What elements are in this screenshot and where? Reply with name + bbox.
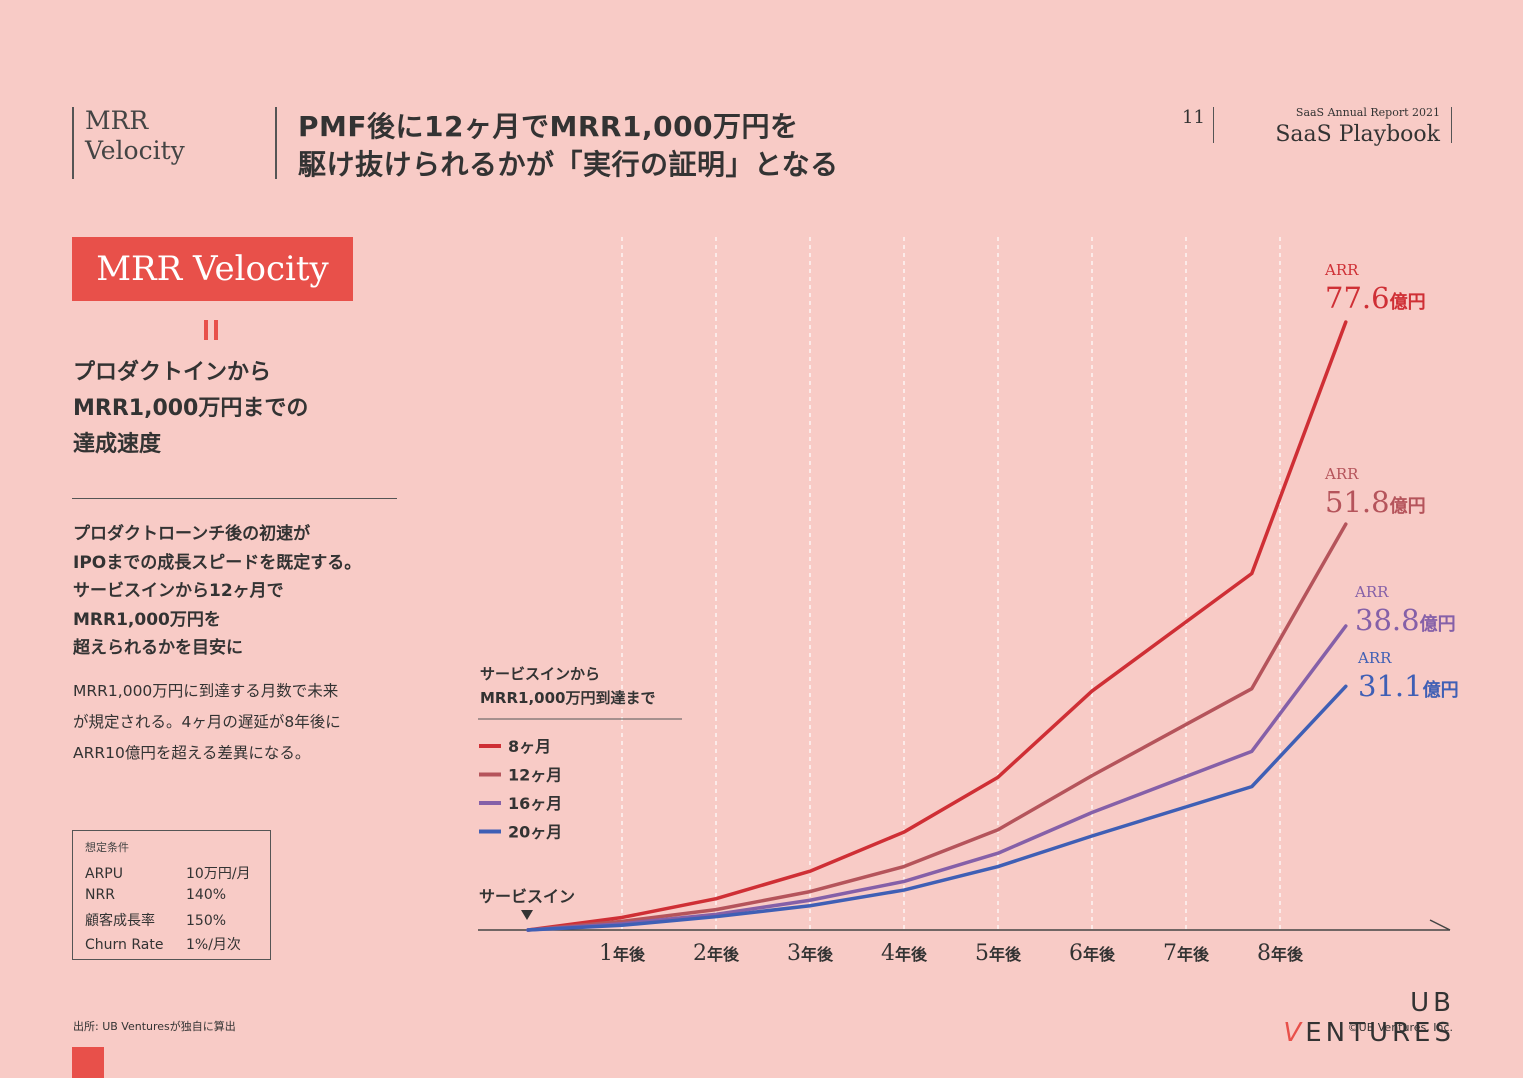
x-tick-label: 1年後 xyxy=(599,941,646,966)
section-label-line2: Velocity xyxy=(85,136,185,165)
header-rule-right xyxy=(1451,107,1452,143)
body-line: ARR10億円を超える差異になる。 xyxy=(73,744,311,762)
assumption-row: Churn Rate 1%/月次 xyxy=(85,934,241,954)
legend-label: 12ヶ月 xyxy=(508,766,562,785)
x-tick-label: 6年後 xyxy=(1069,941,1116,966)
end-label-prefix: ARR xyxy=(1324,261,1359,279)
lead-line: サービスインから12ヶ月で xyxy=(73,581,284,601)
assumption-value: 140% xyxy=(186,887,227,903)
legend-label: 8ヶ月 xyxy=(508,737,551,756)
assumptions-title: 想定条件 xyxy=(85,841,129,854)
assumption-label: Churn Rate xyxy=(85,937,164,953)
body-line: MRR1,000万円に到達する月数で未来 xyxy=(73,682,339,700)
brand-v: V xyxy=(1283,1018,1306,1048)
page-number: 11 xyxy=(1182,107,1205,128)
brand-suffix: ENTURES xyxy=(1305,1018,1455,1048)
header-rule-page xyxy=(1213,107,1214,143)
brand-prefix: UB xyxy=(1410,988,1455,1018)
report-subtitle: SaaS Playbook xyxy=(1275,122,1440,147)
end-label-value: 51.8億円 xyxy=(1325,485,1426,519)
page-title-line2: 駆け抜けられるかが「実行の証明」となる xyxy=(298,148,839,181)
section-label: MRR Velocity xyxy=(85,106,185,166)
assumption-label: ARPU xyxy=(85,866,123,882)
brand-logo: UB VENTURES xyxy=(1235,988,1455,1048)
x-tick-label: 4年後 xyxy=(881,941,928,966)
start-marker-icon xyxy=(521,910,533,920)
assumption-row: ARPU 10万円/月 xyxy=(85,863,251,883)
body-line: が規定される。4ヶ月の遅延が8年後に xyxy=(73,713,341,731)
assumption-value: 10万円/月 xyxy=(186,866,251,882)
lead-line: プロダクトローンチ後の初速が xyxy=(73,524,311,544)
assumption-label: 顧客成長率 xyxy=(85,913,155,929)
definition-text: プロダクトインから MRR1,000万円までの 達成速度 xyxy=(73,355,308,463)
end-label-prefix: ARR xyxy=(1357,649,1392,667)
legend-label: 20ヶ月 xyxy=(508,823,562,842)
source-note: 出所: UB Venturesが独自に算出 xyxy=(73,1020,236,1033)
copyright: ©UB Ventures, Inc. xyxy=(1347,1021,1453,1034)
report-name: SaaS Annual Report 2021 xyxy=(1295,106,1440,119)
mrr-velocity-badge: MRR Velocity xyxy=(72,237,353,301)
x-tick-label: 8年後 xyxy=(1257,941,1304,966)
legend-title-line1: サービスインから xyxy=(480,665,600,683)
assumptions-box: 想定条件 ARPU 10万円/月 NRR 140% 顧客成長率 150% Churn … xyxy=(72,830,271,960)
x-axis-arrow xyxy=(1429,919,1451,931)
body-text: MRR1,000万円に到達する月数で未来 が規定される。4ヶ月の遅延が8年後に … xyxy=(73,676,341,769)
assumption-label: NRR xyxy=(85,887,115,903)
sidebar-divider xyxy=(72,498,397,499)
series-line xyxy=(526,522,1348,932)
series-line xyxy=(526,624,1348,932)
x-tick-label: 5年後 xyxy=(975,941,1022,966)
lead-text: プロダクトローンチ後の初速が IPOまでの成長スピードを既定する。 サービスイン… xyxy=(73,520,361,663)
start-label: サービスイン xyxy=(479,887,575,906)
header-rule-left xyxy=(72,107,74,179)
definition-line: プロダクトインから xyxy=(73,360,272,385)
end-label-value: 31.1億円 xyxy=(1358,669,1459,703)
page-title: PMF後に12ヶ月でMRR1,000万円を 駆け抜けられるかが「実行の証明」とな… xyxy=(298,108,839,184)
corner-accent xyxy=(72,1047,104,1078)
legend-title-line2: MRR1,000万円到達まで xyxy=(480,689,655,707)
page-title-line1: PMF後に12ヶ月でMRR1,000万円を xyxy=(298,110,799,143)
equals-icon xyxy=(204,320,218,340)
end-label-prefix: ARR xyxy=(1354,583,1389,601)
x-tick-label: 7年後 xyxy=(1163,941,1210,966)
assumption-value: 150% xyxy=(186,913,227,929)
lead-line: MRR1,000万円を xyxy=(73,609,221,630)
series-line xyxy=(526,684,1348,932)
assumption-row: 顧客成長率 150% xyxy=(85,910,226,930)
header-rule-middle xyxy=(275,107,277,179)
legend-label: 16ヶ月 xyxy=(508,794,562,813)
lead-line: 超えられるかを目安に xyxy=(73,638,243,658)
assumption-row: NRR 140% xyxy=(85,887,226,903)
x-tick-label: 3年後 xyxy=(787,941,834,966)
end-label-value: 77.6億円 xyxy=(1325,281,1426,315)
end-label-prefix: ARR xyxy=(1324,465,1359,483)
assumption-value: 1%/月次 xyxy=(186,937,241,953)
definition-line: MRR1,000万円までの xyxy=(73,396,309,421)
definition-line: 達成速度 xyxy=(73,432,162,457)
x-tick-label: 2年後 xyxy=(693,941,740,966)
lead-line: IPOまでの成長スピードを既定する。 xyxy=(73,552,362,573)
section-label-line1: MRR xyxy=(85,106,149,135)
end-label-value: 38.8億円 xyxy=(1355,603,1456,637)
series-line xyxy=(526,320,1348,932)
